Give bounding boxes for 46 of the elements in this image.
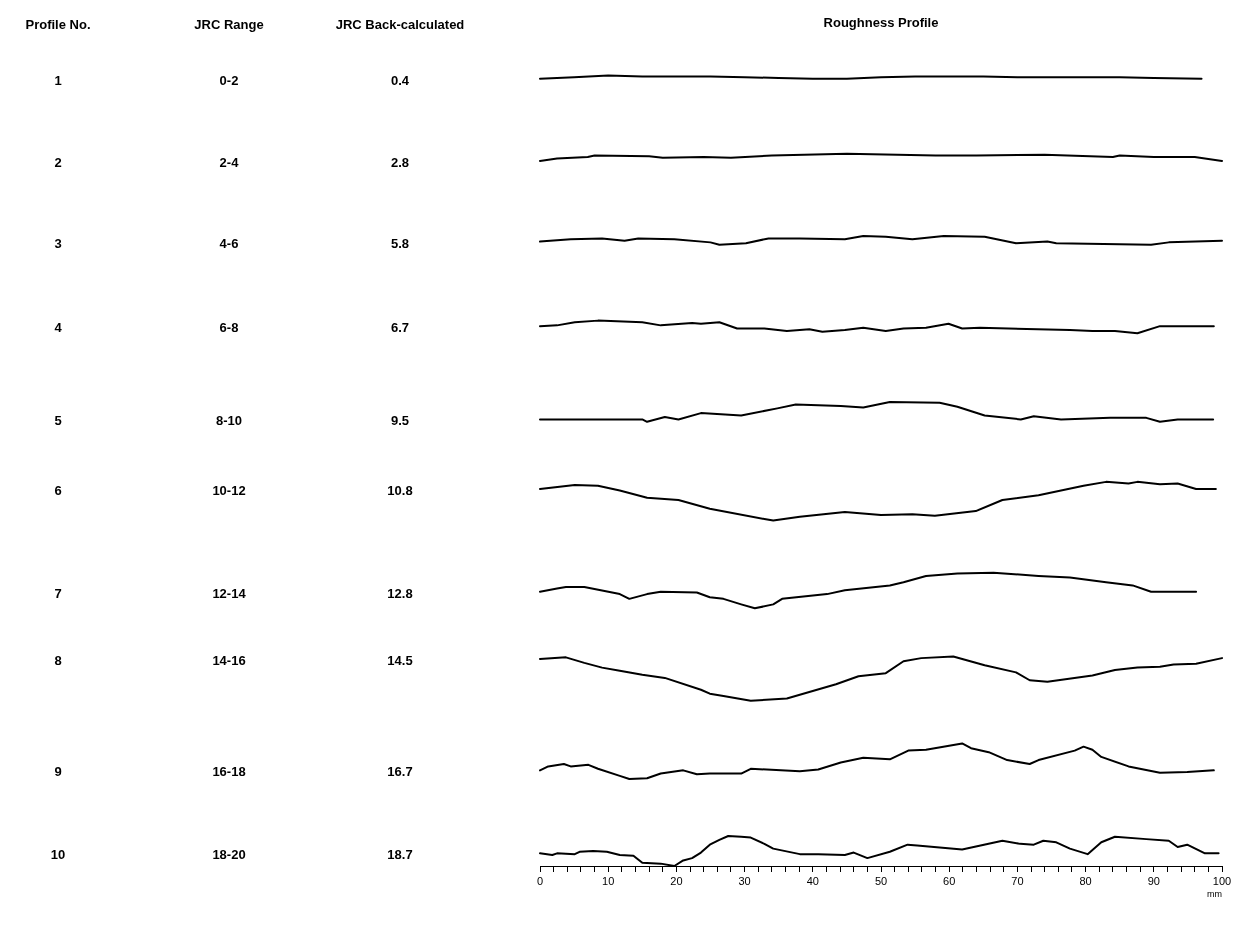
text: 2-4: [219, 154, 239, 170]
text: 2: [54, 154, 62, 170]
text: 5: [54, 412, 62, 428]
text: 16.7: [387, 763, 413, 779]
text: 0.4: [390, 72, 410, 88]
text: 5.8: [390, 235, 410, 251]
text: 2.8: [390, 154, 410, 170]
x-tick-label: 40: [806, 874, 819, 887]
x-tick-label: 50: [874, 874, 888, 887]
x-tick-label: 60: [943, 874, 956, 887]
x-tick-label: 10: [602, 874, 615, 887]
x-tick-label: 20: [670, 874, 683, 887]
text: 6: [54, 482, 62, 498]
text: 14-16: [212, 652, 246, 668]
x-tick-label: 30: [738, 874, 751, 887]
category-label: JRC Range: [194, 16, 264, 32]
text: 9.5: [390, 412, 410, 428]
text: 10-12: [212, 482, 246, 498]
category-label: JRC Back-calculated: [335, 16, 465, 32]
text: 9: [54, 763, 62, 779]
text: 18-20: [212, 846, 246, 862]
category-label: Profile No.: [25, 16, 91, 32]
x-tick-label: 70: [1011, 874, 1024, 887]
text: 7: [54, 585, 62, 601]
text: 14.5: [387, 652, 413, 668]
text: 8: [54, 652, 62, 668]
text: 1: [54, 72, 62, 88]
chart-title: Roughness Profile: [823, 15, 939, 31]
x-tick-label: 100: [1212, 874, 1232, 887]
x-tick-label: 90: [1147, 874, 1160, 887]
text: 10.8: [387, 482, 413, 498]
text: 3: [54, 235, 62, 251]
x-tick-label: 0: [536, 874, 544, 887]
text: 10: [50, 846, 66, 862]
text: 16-18: [212, 763, 246, 779]
text: 4: [54, 319, 62, 335]
text: 18.7: [387, 846, 413, 862]
text: 4-6: [219, 235, 239, 251]
text: 6.7: [390, 319, 410, 335]
text: 12-14: [212, 585, 246, 601]
text: 8-10: [215, 412, 243, 428]
x-axis-title: mm: [1207, 889, 1222, 900]
x-tick-label: 80: [1079, 874, 1092, 887]
text: 12.8: [387, 585, 413, 601]
text: 6-8: [219, 319, 239, 335]
text: 0-2: [219, 72, 239, 88]
